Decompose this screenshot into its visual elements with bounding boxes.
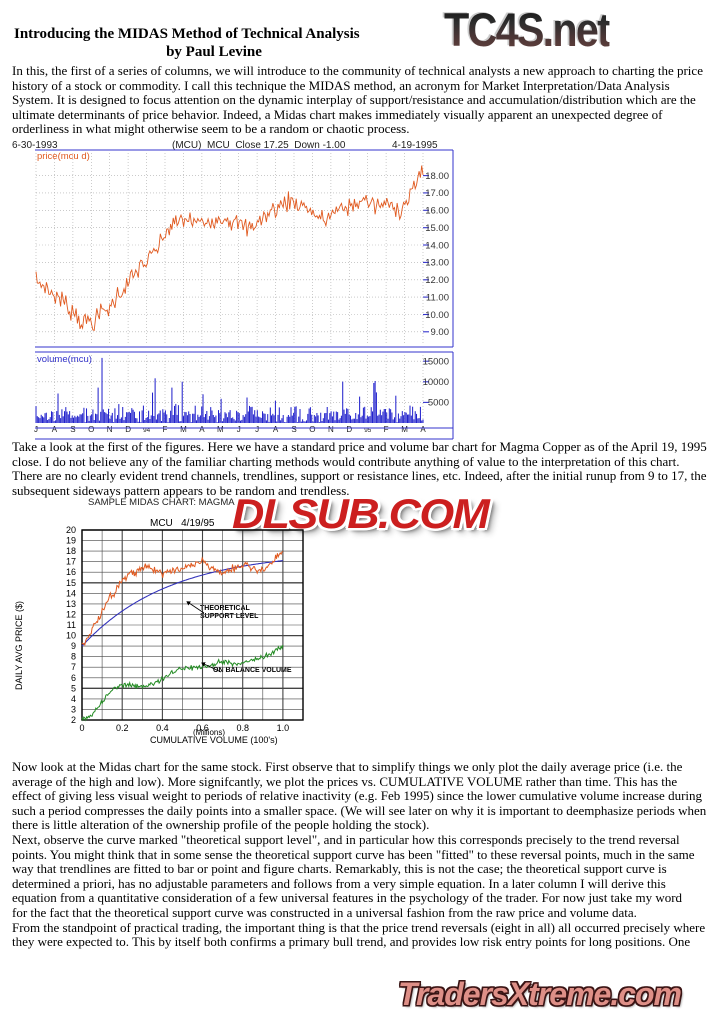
svg-text:0.8: 0.8 bbox=[236, 723, 249, 733]
svg-text:0: 0 bbox=[79, 723, 84, 733]
svg-text:F: F bbox=[163, 425, 168, 434]
svg-text:A: A bbox=[199, 425, 205, 434]
svg-text:10000: 10000 bbox=[423, 377, 449, 388]
svg-text:17: 17 bbox=[66, 557, 76, 567]
svg-text:N: N bbox=[107, 425, 113, 434]
svg-text:5: 5 bbox=[71, 683, 76, 693]
svg-text:N: N bbox=[328, 425, 334, 434]
svg-text:3: 3 bbox=[71, 704, 76, 714]
svg-text:19: 19 bbox=[66, 536, 76, 546]
svg-text:11.00: 11.00 bbox=[426, 292, 449, 303]
svg-text:O: O bbox=[309, 425, 315, 434]
svg-text:5000: 5000 bbox=[428, 398, 449, 409]
svg-text:15: 15 bbox=[66, 578, 76, 588]
svg-text:J: J bbox=[34, 425, 38, 434]
svg-text:M: M bbox=[180, 425, 187, 434]
svg-text:D: D bbox=[346, 425, 352, 434]
svg-text:4: 4 bbox=[71, 694, 76, 704]
svg-text:13: 13 bbox=[66, 599, 76, 609]
svg-text:A: A bbox=[420, 425, 426, 434]
svg-text:0.4: 0.4 bbox=[156, 723, 169, 733]
svg-text:1.0: 1.0 bbox=[277, 723, 290, 733]
svg-text:2: 2 bbox=[71, 715, 76, 725]
svg-text:0.2: 0.2 bbox=[116, 723, 129, 733]
svg-text:0.6: 0.6 bbox=[196, 723, 209, 733]
svg-text:14.00: 14.00 bbox=[425, 240, 449, 251]
svg-text:S: S bbox=[291, 425, 296, 434]
svg-text:13.00: 13.00 bbox=[425, 258, 449, 269]
svg-text:D: D bbox=[125, 425, 131, 434]
svg-text:price(mcu d): price(mcu d) bbox=[37, 151, 90, 162]
svg-text:7: 7 bbox=[71, 662, 76, 672]
svg-text:M: M bbox=[217, 425, 224, 434]
svg-text:10: 10 bbox=[66, 631, 76, 641]
svg-text:15000: 15000 bbox=[423, 357, 449, 368]
svg-text:6: 6 bbox=[71, 673, 76, 683]
svg-text:A: A bbox=[273, 425, 279, 434]
svg-text:16: 16 bbox=[66, 567, 76, 577]
svg-text:O: O bbox=[88, 425, 94, 434]
svg-text:9: 9 bbox=[71, 641, 76, 651]
svg-text:11: 11 bbox=[67, 620, 76, 630]
svg-text:14: 14 bbox=[66, 588, 76, 598]
svg-text:16.00: 16.00 bbox=[425, 206, 449, 217]
svg-text:18: 18 bbox=[66, 546, 76, 556]
svg-text:17.00: 17.00 bbox=[425, 188, 449, 199]
svg-text:15.00: 15.00 bbox=[425, 223, 449, 234]
svg-text:12.00: 12.00 bbox=[425, 275, 449, 286]
svg-text:A: A bbox=[52, 425, 58, 434]
svg-text:10.00: 10.00 bbox=[425, 310, 449, 321]
svg-text:M: M bbox=[401, 425, 408, 434]
svg-text:20: 20 bbox=[66, 525, 76, 535]
svg-text:8: 8 bbox=[71, 652, 76, 662]
svg-text:volume(mcu): volume(mcu) bbox=[37, 354, 92, 365]
svg-text:12: 12 bbox=[66, 609, 76, 619]
svg-text:18.00: 18.00 bbox=[425, 171, 449, 182]
svg-text:S: S bbox=[70, 425, 75, 434]
svg-text:F: F bbox=[384, 425, 389, 434]
svg-text:J: J bbox=[255, 425, 259, 434]
svg-text:9.00: 9.00 bbox=[431, 327, 450, 338]
svg-text:J: J bbox=[237, 425, 241, 434]
